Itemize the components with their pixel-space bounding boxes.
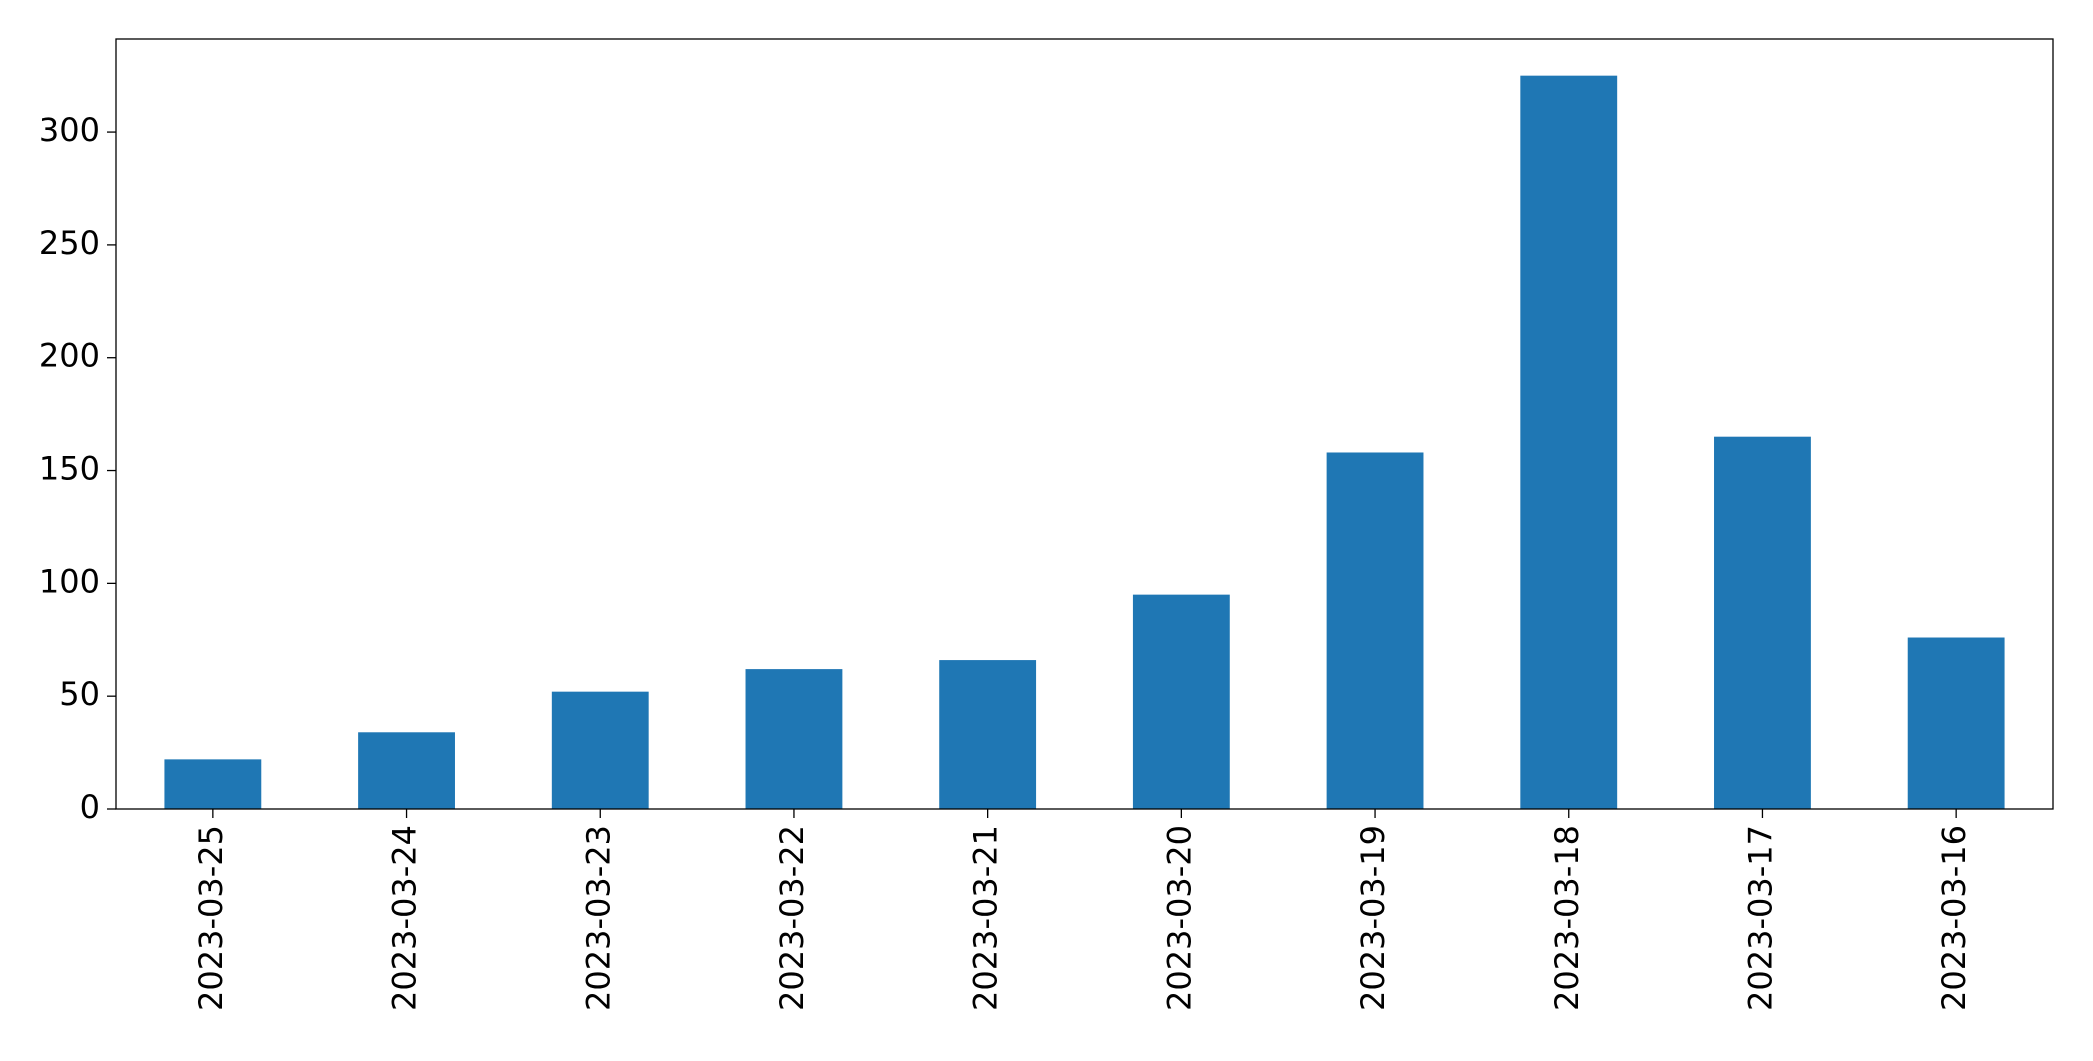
bar [358,732,455,809]
x-tick-label: 2023-03-20 [1160,825,1198,1011]
x-tick-label: 2023-03-17 [1741,825,1779,1011]
bar [551,691,649,809]
plot-frame [115,38,2054,810]
x-tick-label: 2023-03-16 [1935,825,1973,1011]
y-tick-label: 150 [39,450,100,488]
bar [1132,594,1230,809]
y-tick-label: 250 [39,224,100,262]
x-tick-label: 2023-03-21 [967,825,1005,1011]
bar [745,669,843,809]
bar [1326,452,1424,809]
x-tick-label: 2023-03-24 [386,825,424,1011]
x-tick-label: 2023-03-18 [1548,825,1586,1011]
y-tick-label: 100 [39,562,100,600]
bar [1907,637,2005,809]
bar [1520,75,1618,809]
x-tick-label: 2023-03-25 [192,825,230,1011]
x-tick-label: 2023-03-23 [579,825,617,1011]
y-tick-label: 0 [80,788,100,826]
y-tick-label: 300 [39,111,100,149]
y-tick-label: 50 [59,675,100,713]
x-tick-label: 2023-03-19 [1354,825,1392,1011]
bar [164,759,262,809]
x-tick-label: 2023-03-22 [773,825,811,1011]
bar [939,660,1037,809]
bar [1714,436,1811,809]
y-tick-label: 200 [39,337,100,375]
